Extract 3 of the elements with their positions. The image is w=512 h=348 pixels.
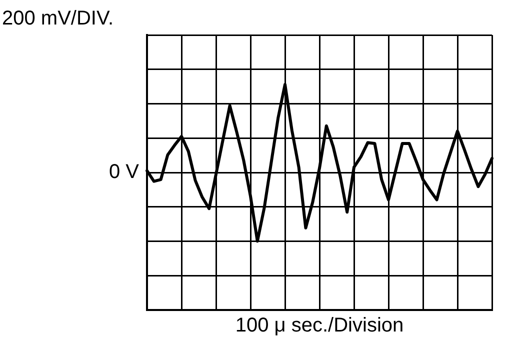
text: 0 V xyxy=(108,161,140,184)
y-axis-title: 200 mV/DIV. xyxy=(2,8,114,30)
x-axis-title: 100 μ sec./Division xyxy=(235,314,404,337)
